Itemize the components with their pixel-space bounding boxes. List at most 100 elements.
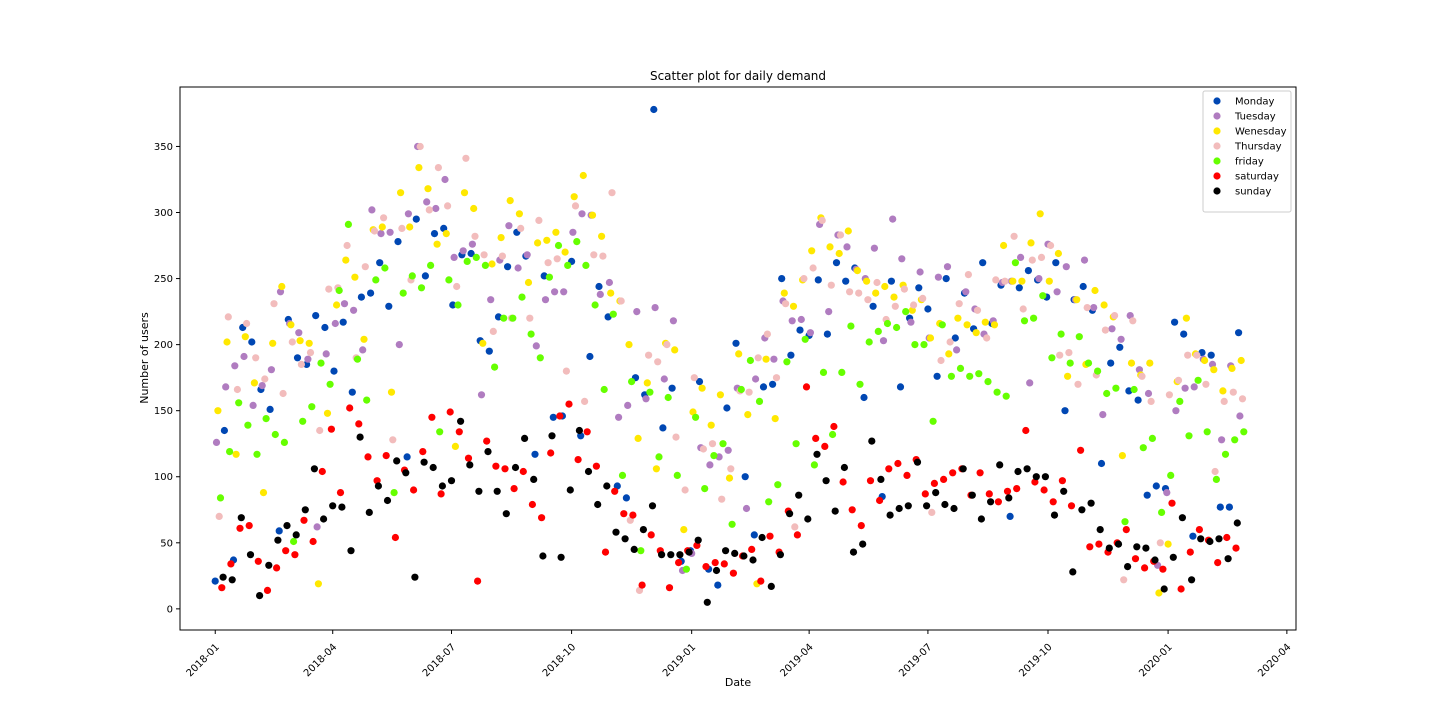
y-tick-label: 200 [154, 340, 173, 351]
data-point [1143, 491, 1151, 499]
data-point [218, 584, 226, 592]
data-point [519, 467, 527, 476]
data-point [808, 247, 816, 255]
data-point [381, 264, 389, 272]
plot-frame [179, 86, 1297, 631]
data-point [643, 379, 651, 387]
data-point [359, 346, 367, 354]
data-point [849, 548, 858, 556]
data-point [825, 308, 833, 316]
data-point [316, 426, 324, 435]
data-point [372, 276, 380, 284]
data-point [1069, 568, 1077, 576]
data-point [1057, 330, 1065, 338]
data-point [474, 577, 482, 585]
data-point [681, 486, 689, 494]
data-point [477, 391, 486, 399]
data-point [949, 469, 957, 477]
data-point [902, 308, 910, 316]
data-point [763, 330, 772, 338]
data-point [792, 440, 800, 448]
data-point [575, 426, 584, 435]
data-point [916, 268, 924, 276]
data-point [502, 510, 510, 518]
data-point [1028, 256, 1036, 264]
data-point [625, 341, 633, 349]
data-point [557, 553, 565, 561]
data-point [415, 164, 423, 172]
data-point [1036, 210, 1044, 218]
legend-marker [1213, 97, 1221, 105]
data-point [553, 255, 561, 263]
data-point [1159, 565, 1167, 573]
data-point [757, 577, 765, 585]
data-point [408, 272, 416, 280]
data-point [586, 352, 594, 361]
data-point [634, 434, 642, 442]
data-point [241, 333, 249, 341]
data-point [1218, 436, 1226, 444]
data-point [1077, 446, 1085, 454]
data-point [588, 211, 597, 219]
data-point [306, 349, 315, 357]
data-point [879, 337, 888, 345]
data-point [722, 547, 730, 555]
data-point [526, 314, 534, 322]
data-point [723, 404, 731, 412]
data-point [258, 382, 266, 390]
data-point [624, 401, 632, 409]
data-point [1037, 253, 1046, 261]
legend-marker [1213, 157, 1221, 165]
data-point [667, 551, 675, 559]
data-point [926, 334, 935, 342]
data-point [1177, 585, 1185, 593]
data-point [565, 400, 573, 408]
data-point [680, 526, 688, 534]
data-point [383, 496, 392, 505]
data-point [923, 502, 931, 510]
data-point [791, 523, 799, 531]
data-point [340, 300, 349, 308]
data-point [271, 430, 279, 439]
data-point [524, 278, 533, 287]
data-point [216, 494, 225, 502]
data-point [417, 284, 426, 292]
data-point [1041, 473, 1049, 481]
data-point [920, 341, 928, 349]
data-point [1067, 502, 1076, 510]
data-point [350, 306, 358, 314]
data-point [313, 523, 321, 531]
data-point [979, 259, 987, 267]
data-point [831, 507, 839, 515]
data-point [374, 482, 382, 490]
data-point [966, 372, 974, 380]
data-point [566, 486, 574, 494]
data-point [279, 389, 287, 398]
data-point [595, 282, 603, 291]
data-point [1048, 354, 1056, 362]
data-point [996, 461, 1004, 469]
data-point [601, 548, 610, 556]
data-point [789, 302, 798, 310]
data-point [1015, 284, 1023, 292]
data-point [1215, 535, 1223, 543]
data-point [599, 252, 607, 260]
y-axis-title: Number of users [138, 312, 151, 404]
data-point [457, 417, 465, 425]
data-point [427, 261, 435, 269]
data-point [694, 536, 702, 544]
data-point [459, 247, 467, 255]
data-point [480, 251, 488, 259]
data-point [484, 448, 492, 456]
y-tick-label: 350 [154, 142, 173, 153]
data-point [919, 294, 927, 302]
data-point [829, 430, 837, 439]
data-point [511, 463, 520, 472]
data-point [357, 293, 365, 301]
data-point [536, 354, 544, 362]
data-point [945, 350, 953, 358]
legend-label: Wenesday [1235, 127, 1287, 138]
data-point [270, 300, 278, 308]
data-point [531, 450, 539, 458]
data-point [843, 243, 851, 251]
